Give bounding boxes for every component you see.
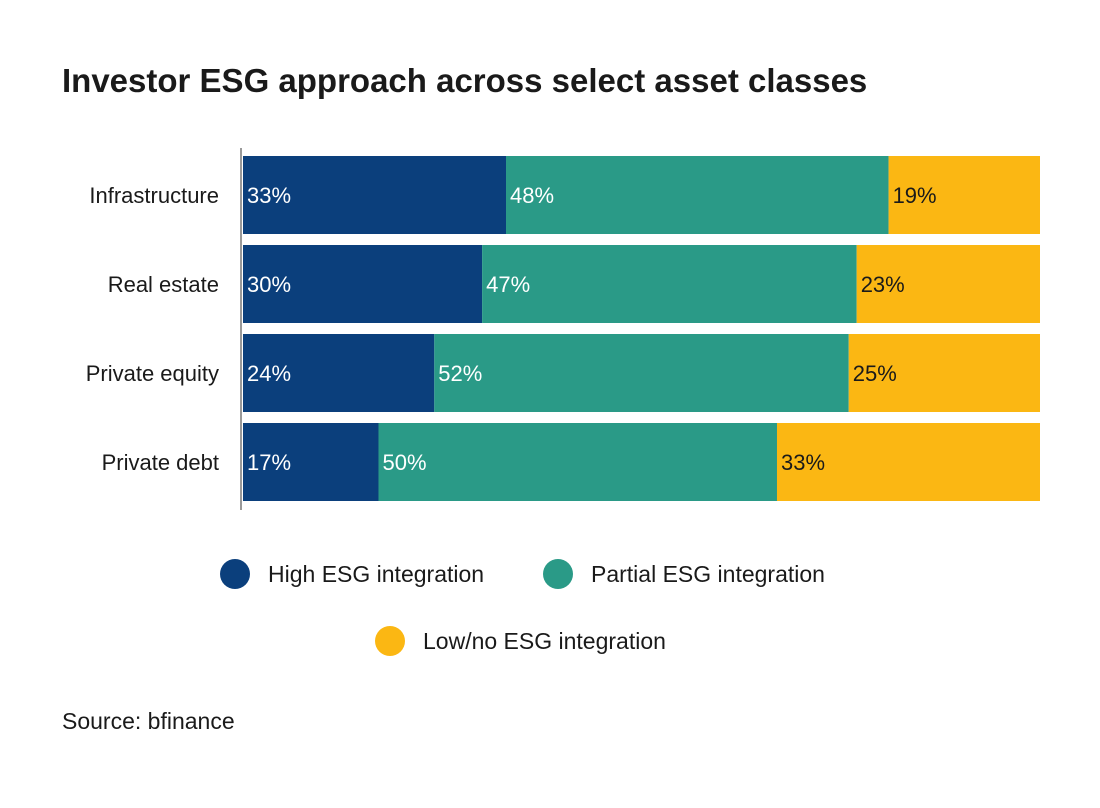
data-label-private-equity-partial-esg-integration: 52%: [438, 361, 482, 386]
data-label-infrastructure-low-no-esg-integration: 19%: [893, 183, 937, 208]
legend-item-partial: Partial ESG integration: [543, 559, 825, 589]
data-label-infrastructure-partial-esg-integration: 48%: [510, 183, 554, 208]
category-label-private-equity: Private equity: [86, 361, 219, 386]
category-label-private-debt: Private debt: [102, 450, 219, 475]
bar-real-estate-high-esg-integration: [243, 245, 483, 323]
legend-label-high: High ESG integration: [268, 560, 485, 587]
bar-infrastructure-low-no-esg-integration: [888, 156, 1040, 234]
source-note: Source: bfinance: [62, 708, 235, 734]
legend-item-low: Low/no ESG integration: [375, 626, 666, 656]
bar-infrastructure-high-esg-integration: [243, 156, 507, 234]
legend-swatch-partial: [543, 559, 573, 589]
bar-infrastructure-partial-esg-integration: [506, 156, 889, 234]
bar-private-equity-high-esg-integration: [243, 334, 435, 412]
data-label-private-equity-low-no-esg-integration: 25%: [853, 361, 897, 386]
category-label-real-estate: Real estate: [108, 272, 219, 297]
bar-private-debt-high-esg-integration: [243, 423, 379, 501]
bar-private-equity-partial-esg-integration: [434, 334, 849, 412]
legend-label-partial: Partial ESG integration: [591, 560, 825, 587]
bar-private-equity-low-no-esg-integration: [848, 334, 1040, 412]
chart-title: Investor ESG approach across select asse…: [62, 62, 868, 99]
data-label-private-debt-partial-esg-integration: 50%: [382, 450, 426, 475]
legend-swatch-low: [375, 626, 405, 656]
data-label-infrastructure-high-esg-integration: 33%: [247, 183, 291, 208]
data-label-private-debt-low-no-esg-integration: 33%: [781, 450, 825, 475]
bar-private-debt-low-no-esg-integration: [776, 423, 1040, 501]
bar-real-estate-low-no-esg-integration: [856, 245, 1040, 323]
bar-private-debt-partial-esg-integration: [378, 423, 777, 501]
data-label-real-estate-high-esg-integration: 30%: [247, 272, 291, 297]
bars-group: Infrastructure 33% 48% 19% Real estate 30% 47%…: [86, 156, 1040, 501]
legend-swatch-high: [220, 559, 250, 589]
category-label-infrastructure: Infrastructure: [89, 183, 219, 208]
bar-real-estate-partial-esg-integration: [482, 245, 857, 323]
data-label-private-debt-high-esg-integration: 17%: [247, 450, 291, 475]
data-label-real-estate-low-no-esg-integration: 23%: [861, 272, 905, 297]
data-label-real-estate-partial-esg-integration: 47%: [486, 272, 530, 297]
legend-label-low: Low/no ESG integration: [423, 627, 666, 654]
legend-item-high: High ESG integration: [220, 559, 484, 589]
data-label-private-equity-high-esg-integration: 24%: [247, 361, 291, 386]
